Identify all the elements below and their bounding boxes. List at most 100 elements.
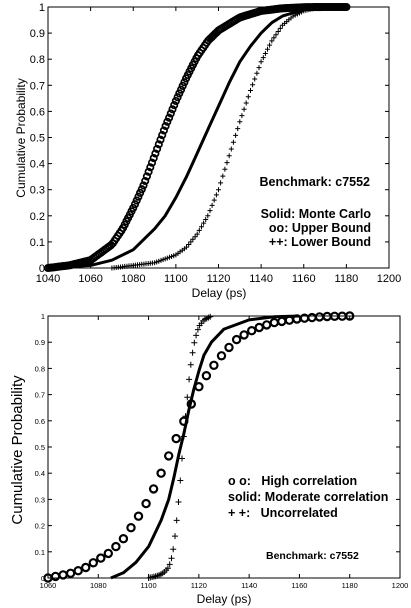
bottom-plus-point [175, 499, 182, 505]
bottom-y-tick-label: 1 [41, 312, 45, 321]
bottom-plus-point [173, 517, 180, 524]
bottom-plus-point [180, 433, 187, 440]
bottom-circle-point [148, 484, 159, 494]
bottom-plus-point [189, 349, 196, 356]
top-y-tick-label: 0.1 [30, 237, 45, 249]
cdf-chart-top: 1040 1060 1080 1100 1120 1140 1160 1180 1200 0 0.1… [14, 2, 402, 300]
top-circle-point [132, 196, 141, 205]
top-plus-point [228, 146, 234, 152]
top-circle-point [163, 117, 172, 126]
bottom-series-solid [110, 314, 300, 580]
top-circle-point [141, 176, 150, 186]
bottom-circle-point [201, 370, 212, 381]
bottom-y-axis-label: Cumulative Probability [9, 375, 26, 525]
top-circle-point [165, 113, 174, 122]
top-plus-point [224, 160, 230, 166]
bottom-circle-point [73, 566, 83, 576]
top-plus-point [243, 100, 249, 106]
bottom-circle-point [307, 312, 317, 323]
bottom-y-tick-label: 0.4 [35, 469, 45, 478]
bottom-plus-point [179, 455, 185, 462]
bottom-x-axis-label: Delay (ps) [197, 592, 252, 606]
bottom-circle-point [58, 570, 68, 580]
top-circle-point [149, 154, 158, 163]
bottom-plus-point [172, 533, 178, 540]
bottom-y-tick-label: 0.9 [35, 338, 45, 347]
bottom-circle-point [65, 568, 76, 578]
bottom-y-tick-label: 0.2 [35, 522, 45, 531]
bottom-circle-point [163, 451, 174, 461]
top-circle-point [137, 185, 146, 194]
top-plus-point [245, 94, 251, 100]
top-plus-point [226, 153, 232, 159]
bottom-circle-point [239, 330, 249, 340]
bottom-annotation-solid: solid: Moderate correlation [228, 490, 388, 504]
bottom-plot-marks [43, 311, 355, 583]
top-y-tick-label: 0.7 [30, 80, 45, 92]
top-plus-point [186, 242, 192, 247]
bottom-x-tick-label: 1120 [191, 581, 207, 590]
bottom-circle-point [103, 548, 114, 559]
bottom-plus-point [164, 565, 171, 572]
bottom-circle-point [118, 533, 129, 544]
top-series-solid [47, 5, 347, 270]
bottom-plus-point [182, 413, 189, 420]
bottom-y-tick-label: 0 [41, 574, 45, 583]
top-circle-point [153, 144, 162, 153]
bottom-y-tick-label: 0.5 [35, 443, 45, 452]
top-x-tick-label: 1200 [377, 273, 401, 285]
bottom-circle-point [246, 326, 257, 336]
top-y-tick-label: 0.9 [30, 28, 45, 40]
bottom-circle-point [269, 317, 279, 328]
top-plus-point [277, 25, 283, 31]
bottom-circle-point [88, 558, 99, 568]
bottom-circle-point [254, 322, 264, 333]
top-plus-point [275, 29, 281, 34]
top-x-tick-label: 1140 [249, 273, 273, 285]
bottom-circle-point [224, 342, 234, 353]
bottom-circle-point [80, 562, 91, 573]
top-circle-point [180, 78, 189, 87]
top-y-tick-label: 0.5 [30, 133, 45, 145]
bottom-axis-ticks: 1060 1080 1100 1120 1140 1160 1180 1200 0 0.1 0.2 0… [35, 312, 409, 590]
bottom-x-tick-label: 1140 [241, 581, 257, 590]
top-x-tick-label: 1060 [78, 273, 102, 285]
top-x-tick-label: 1100 [164, 273, 188, 285]
bottom-plus-point [166, 561, 173, 568]
top-circle-point [154, 140, 163, 149]
top-y-axis-label: Cumulative Probability [14, 78, 28, 197]
top-plus-point [156, 258, 162, 264]
top-plus-point [209, 202, 215, 208]
bottom-plus-point [186, 376, 193, 383]
top-plus-point [196, 227, 202, 233]
bottom-plus-point [187, 361, 194, 368]
top-x-tick-label: 1120 [207, 273, 231, 285]
top-plus-point [205, 213, 211, 219]
top-circle-point [168, 105, 177, 114]
top-y-tick-label: 0 [39, 263, 45, 275]
top-plus-point [201, 220, 207, 226]
bottom-annotation-circles: o o: High correlation [228, 474, 357, 488]
top-plus-point [190, 236, 196, 242]
bottom-circle-point [216, 351, 227, 361]
top-plus-point [262, 51, 268, 56]
top-circle-point [176, 85, 186, 94]
bottom-plus-point [170, 546, 177, 553]
bottom-circle-point [96, 553, 106, 563]
top-plus-point [256, 65, 262, 71]
top-circle-point [156, 135, 165, 144]
top-annotation-circles: oo: Upper Bound [269, 221, 371, 235]
cdf-chart-bottom: 1060 1080 1100 1120 1140 1160 1180 1200 0 0.1 0.2 0… [9, 311, 409, 606]
top-plus-point [216, 187, 221, 193]
top-axis-ticks: 1040 1060 1080 1100 1120 1140 1160 1180 1200 0 0.1… [30, 2, 402, 285]
top-plus-point [237, 119, 243, 125]
top-circle-point [158, 131, 167, 140]
top-annotation-plus: ++: Lower Bound [269, 235, 371, 249]
bottom-circle-point [231, 334, 242, 345]
bottom-plus-point [177, 477, 184, 484]
top-x-tick-label: 1080 [121, 273, 145, 285]
top-plus-point [192, 234, 198, 240]
top-plus-point [230, 139, 236, 145]
top-plus-point [260, 55, 266, 61]
top-plus-point [258, 59, 264, 65]
